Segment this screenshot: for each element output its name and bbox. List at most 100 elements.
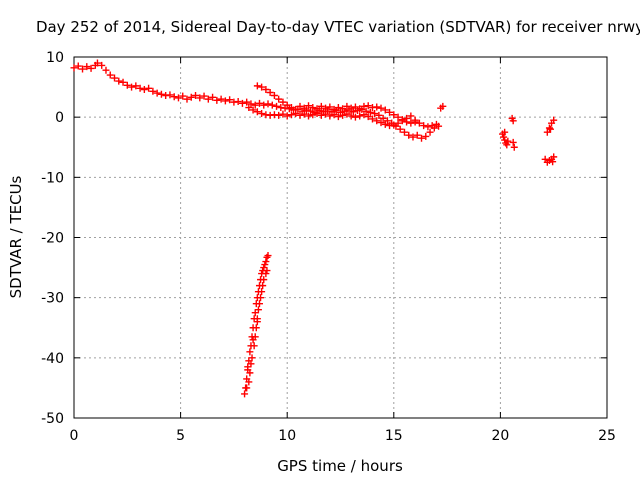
y-tick-label: -30 [41, 291, 64, 307]
data-point [322, 110, 330, 118]
data-point [509, 138, 517, 146]
data-point [258, 110, 266, 118]
y-tick-label: -10 [41, 170, 64, 186]
data-point [432, 120, 440, 128]
data-point [501, 128, 509, 136]
data-point [252, 324, 260, 332]
data-point [248, 354, 256, 362]
data-point [292, 110, 300, 118]
data-point [83, 63, 91, 71]
data-point [334, 104, 342, 112]
data-point [192, 92, 200, 100]
data-point [217, 95, 225, 103]
data-point [98, 61, 106, 69]
data-point [373, 117, 381, 125]
data-point [243, 98, 251, 106]
data-point [183, 95, 191, 103]
data-point [343, 102, 351, 110]
data-point [264, 252, 272, 260]
data-point [550, 153, 558, 161]
data-point [375, 111, 383, 119]
data-point [360, 111, 368, 119]
data-point [87, 64, 95, 72]
data-point [422, 132, 430, 140]
data-point [287, 104, 295, 112]
data-point [418, 134, 426, 142]
data-point [343, 110, 351, 118]
data-point [93, 59, 101, 67]
x-tick-label: 10 [278, 428, 296, 444]
data-point [234, 98, 242, 106]
data-point [258, 83, 266, 91]
data-point [326, 103, 334, 111]
data-point [209, 93, 217, 101]
data-point [509, 117, 517, 125]
data-point [313, 110, 321, 118]
data-point [241, 390, 249, 398]
data-point [390, 111, 398, 119]
data-point [136, 84, 144, 92]
data-point [403, 114, 411, 122]
data-point [287, 111, 295, 119]
data-point [377, 119, 385, 127]
data-point [187, 93, 195, 101]
data-point [283, 101, 291, 109]
series-spike [241, 252, 272, 398]
data-point [317, 111, 325, 119]
data-point [550, 116, 558, 124]
data-point [371, 110, 379, 118]
data-point [300, 110, 308, 118]
data-point [383, 117, 391, 125]
data-point [257, 294, 265, 302]
data-point [309, 111, 317, 119]
data-point [270, 92, 278, 100]
axis-ticks: 0 5 10 15 20 25 10 0 -10 -20 -30 -40 -50 [41, 50, 616, 444]
data-point [249, 106, 257, 114]
data-point [102, 66, 110, 74]
data-point [260, 276, 268, 284]
data-point [132, 82, 140, 90]
y-tick-label: -50 [41, 411, 64, 427]
data-point [258, 288, 266, 296]
data-point [153, 89, 161, 97]
data-point [262, 85, 270, 93]
data-point [279, 98, 287, 106]
data-point [307, 107, 315, 115]
data-point [351, 113, 359, 121]
data-point [166, 91, 174, 99]
y-tick-label: 0 [55, 110, 64, 126]
data-point [545, 124, 553, 132]
data-point [396, 125, 404, 133]
data-point [213, 96, 221, 104]
data-point [309, 104, 317, 112]
data-point [351, 103, 359, 111]
data-point [243, 384, 251, 392]
y-tick-label: -40 [41, 351, 64, 367]
data-point [179, 92, 187, 100]
x-tick-label: 15 [385, 428, 403, 444]
data-point [70, 64, 78, 72]
data-point [409, 133, 417, 141]
data-point [262, 258, 270, 266]
data-point [115, 77, 123, 85]
data-point [119, 78, 127, 86]
data-point [259, 282, 267, 290]
data-point [339, 111, 347, 119]
data-point [255, 300, 263, 308]
data-point [394, 119, 402, 127]
x-axis-label: GPS time / hours [277, 457, 403, 475]
data-point [174, 94, 182, 102]
data-point [128, 83, 136, 91]
data-point [347, 104, 355, 112]
data-point [386, 108, 394, 116]
data-point [253, 82, 261, 90]
data-point [200, 92, 208, 100]
x-tick-label: 5 [176, 428, 185, 444]
data-point [394, 113, 402, 121]
data-point [407, 112, 415, 120]
data-point [300, 104, 308, 112]
data-point [251, 101, 259, 109]
data-point [204, 95, 212, 103]
data-point [260, 101, 268, 109]
data-point [283, 112, 291, 120]
